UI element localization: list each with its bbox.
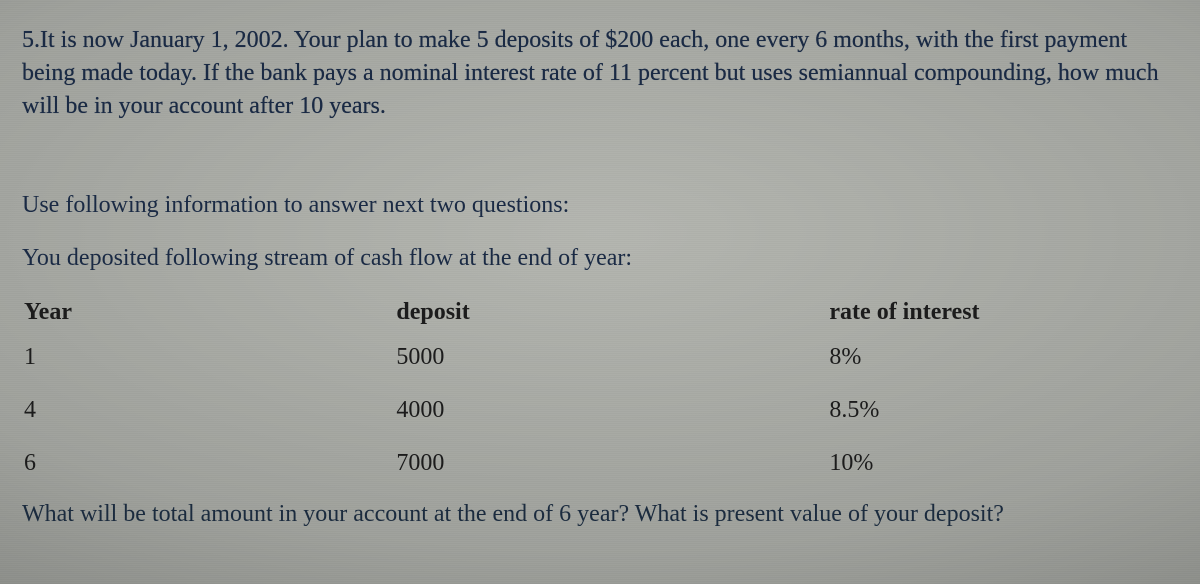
- cell-deposit: 4000: [380, 384, 773, 437]
- col-header-deposit: deposit: [380, 292, 773, 331]
- cell-rate: 8%: [773, 331, 1178, 384]
- cashflow-table: Year deposit rate of interest 1 5000 8% …: [22, 292, 1178, 490]
- cell-deposit: 7000: [380, 437, 773, 490]
- instruction-line-2: You deposited following stream of cash f…: [22, 242, 1178, 275]
- table-row: 1 5000 8%: [22, 331, 1178, 384]
- col-header-rate: rate of interest: [773, 292, 1178, 331]
- cell-rate: 8.5%: [773, 384, 1178, 437]
- spacer: [22, 123, 1178, 179]
- table-row: 4 4000 8.5%: [22, 384, 1178, 437]
- table-header-row: Year deposit rate of interest: [22, 292, 1178, 331]
- document-page: 5.It is now January 1, 2002. Your plan t…: [0, 0, 1200, 531]
- cell-year: 1: [22, 331, 380, 384]
- cell-deposit: 5000: [380, 331, 773, 384]
- cell-year: 6: [22, 437, 380, 490]
- cell-rate: 10%: [773, 437, 1178, 490]
- followup-question: What will be total amount in your accoun…: [22, 498, 1178, 531]
- cell-year: 4: [22, 384, 380, 437]
- question-5-text: 5.It is now January 1, 2002. Your plan t…: [22, 24, 1178, 123]
- table-row: 6 7000 10%: [22, 437, 1178, 490]
- col-header-year: Year: [22, 292, 380, 331]
- instruction-line-1: Use following information to answer next…: [22, 189, 1178, 222]
